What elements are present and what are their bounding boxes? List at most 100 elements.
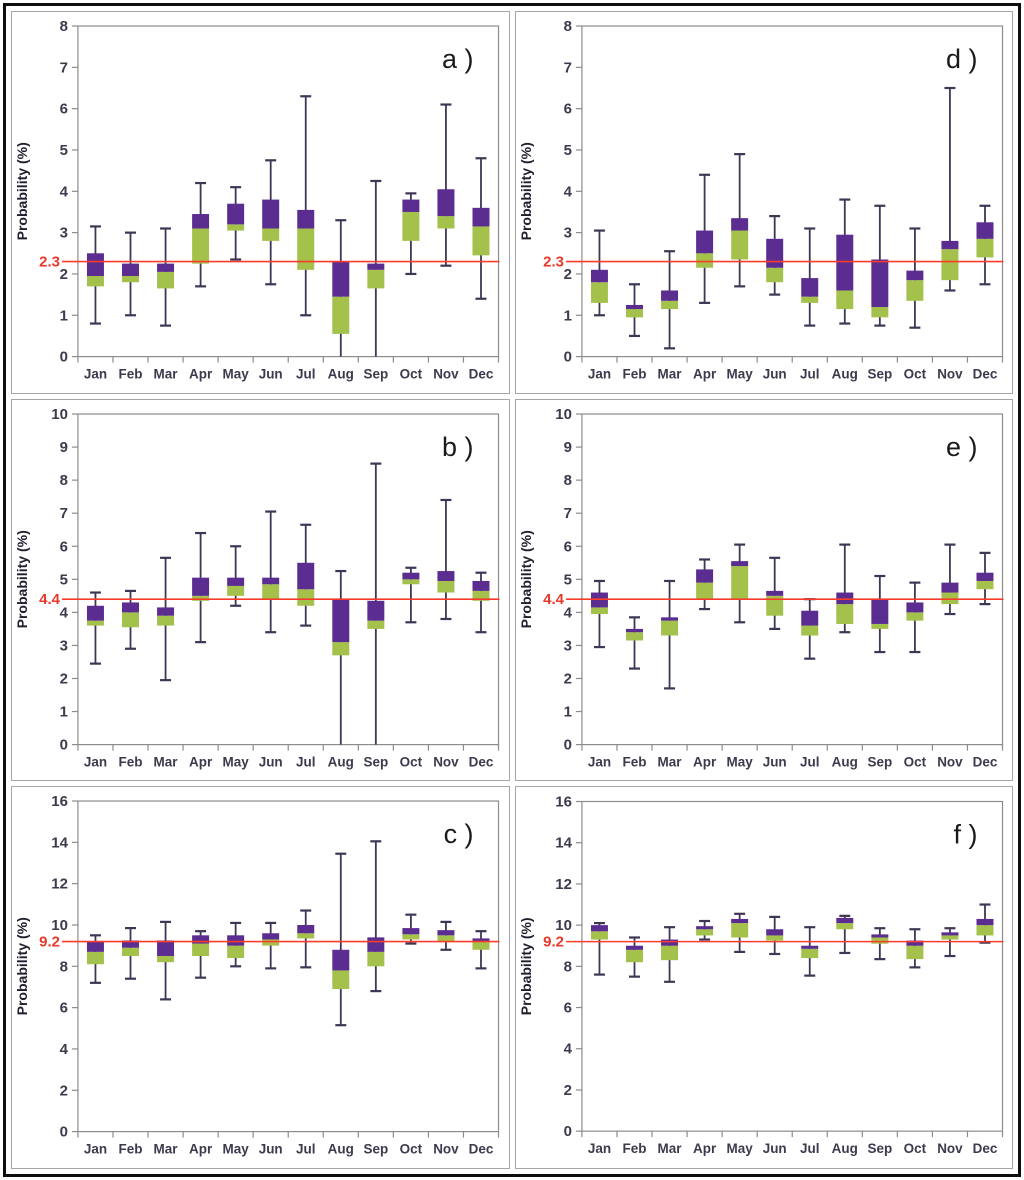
box-lower-green	[940, 935, 958, 940]
box-lower-green	[870, 937, 888, 945]
box-plot-jul	[800, 926, 818, 978]
y-tick-label: 4	[563, 183, 572, 200]
box-upper-purple	[800, 610, 818, 626]
box-upper-purple	[940, 582, 958, 593]
chart-grid: 0 1 2 3 4 5 6 7 8 Jan Feb Mar Apr May Jun Jul Aug Sep Oct N…	[11, 11, 1013, 1169]
x-tick-label: Jan	[84, 1142, 107, 1157]
box-upper-purple	[472, 938, 490, 942]
boxplot-chart-a: 0 1 2 3 4 5 6 7 8 Jan Feb Mar Apr May Jun Jul Aug Sep Oct N…	[14, 18, 500, 382]
box-lower-green	[86, 620, 104, 626]
x-tick-label: Oct	[903, 1141, 926, 1156]
box-upper-purple	[905, 270, 923, 281]
reference-line-label: 4.4	[39, 591, 60, 608]
box-lower-green	[192, 228, 210, 264]
box-lower-green	[297, 228, 315, 270]
box-plot-jul	[297, 523, 315, 627]
y-tick-label: 3	[563, 637, 571, 654]
y-tick-label: 5	[563, 142, 571, 159]
x-tick-label: Nov	[433, 1142, 459, 1157]
box-plot-sep	[870, 927, 888, 961]
x-tick-label: Sep	[867, 1141, 892, 1156]
y-tick-label: 3	[60, 225, 68, 242]
x-tick-label: Apr	[692, 367, 716, 382]
x-tick-label: Feb	[119, 367, 143, 382]
x-tick-label: May	[223, 1142, 250, 1157]
chart-panel-d: 0 1 2 3 4 5 6 7 8 Jan Feb Mar Apr May Jun Jul Aug Sep Oct N…	[514, 11, 1013, 394]
reference-line-label: 9.2	[543, 934, 564, 951]
y-tick-label: 1	[563, 703, 571, 720]
box-plot-feb	[122, 927, 139, 981]
y-tick-label: 5	[563, 571, 571, 588]
box-plot-jun	[765, 556, 783, 630]
box-upper-purple	[870, 259, 888, 308]
box-upper-purple	[905, 940, 923, 947]
box-plot-jul	[800, 227, 818, 327]
boxplot-chart-c: 0 2 4 6 8 10 12 14 16 Jan Feb Mar Apr May Jun Jul Aug Sep…	[14, 793, 500, 1157]
box-upper-purple	[86, 605, 104, 621]
box-lower-green	[765, 935, 783, 941]
box-upper-purple	[297, 925, 315, 934]
box-plot-may	[227, 922, 245, 968]
box-lower-green	[157, 271, 175, 289]
box-lower-green	[157, 615, 175, 626]
box-plot-aug	[332, 219, 350, 357]
box-upper-purple	[590, 592, 608, 608]
box-lower-green	[765, 267, 783, 283]
box-plot-apr	[695, 173, 713, 304]
x-tick-label: Oct	[903, 754, 926, 769]
box-plot-jan	[86, 225, 104, 325]
box-lower-green	[332, 296, 350, 334]
box-plot-mar	[157, 921, 175, 1001]
x-tick-label: Mar	[657, 367, 682, 382]
box-lower-green	[262, 583, 280, 599]
chart-panel-c: 0 2 4 6 8 10 12 14 16 Jan Feb Mar Apr May Jun Jul Aug Sep…	[11, 786, 510, 1169]
y-tick-label: 6	[563, 101, 571, 118]
box-lower-green	[472, 226, 490, 256]
y-tick-label: 8	[563, 472, 571, 489]
box-lower-green	[800, 625, 818, 636]
box-plot-oct	[402, 566, 420, 624]
y-tick-label: 8	[563, 959, 571, 976]
box-lower-green	[590, 931, 608, 940]
y-axis-title: Probability (%)	[517, 918, 533, 1016]
box-upper-purple	[660, 616, 678, 621]
y-tick-label: 12	[51, 876, 68, 893]
y-tick-label: 3	[60, 637, 68, 654]
plot-area-border	[580, 25, 1003, 358]
x-axis: Jan Feb Mar Apr May Jun Jul Aug Sep Oct Nov Dec	[77, 1131, 500, 1157]
y-tick-label: 10	[555, 917, 572, 934]
x-tick-label: Nov	[937, 754, 963, 769]
box-lower-green	[227, 585, 245, 596]
box-upper-purple	[730, 919, 748, 924]
x-tick-label: Feb	[119, 1142, 143, 1157]
box-lower-green	[227, 945, 245, 959]
box-upper-purple	[122, 602, 139, 613]
box-upper-purple	[765, 238, 783, 268]
box-plot-oct	[905, 581, 923, 653]
box-plot-aug	[835, 198, 853, 325]
box-plot-feb	[625, 283, 643, 338]
x-tick-label: Oct	[400, 754, 423, 769]
box-plot-feb	[625, 615, 643, 670]
box-upper-purple	[800, 278, 818, 297]
x-tick-label: Jan	[587, 1141, 610, 1156]
box-upper-purple	[835, 592, 853, 604]
box-lower-green	[402, 934, 420, 940]
box-lower-green	[402, 578, 420, 584]
box-plot-sep	[870, 204, 888, 327]
y-axis: 0 1 2 3 4 5 6 7 8	[563, 18, 582, 366]
x-tick-label: Nov	[433, 754, 459, 769]
boxplot-chart-b: 0 1 2 3 4 5 6 7 8 9 10 Jan Feb Mar Apr May Jun Jul Aug Sep O…	[14, 406, 500, 769]
box-plot-jun	[262, 510, 280, 633]
x-tick-label: Jul	[296, 1142, 315, 1157]
y-axis: 0 2 4 6 8 10 12 14 16	[555, 794, 582, 1140]
box-upper-purple	[402, 572, 420, 579]
box-plot-may	[730, 543, 748, 624]
box-upper-purple	[262, 933, 280, 940]
box-lower-green	[940, 249, 958, 281]
x-axis: Jan Feb Mar Apr May Jun Jul Aug Sep Oct Nov Dec	[77, 356, 500, 382]
box-lower-green	[625, 631, 643, 641]
x-tick-label: Jan	[84, 754, 107, 769]
box-plot-aug	[332, 852, 350, 1027]
box-upper-purple	[297, 209, 315, 229]
